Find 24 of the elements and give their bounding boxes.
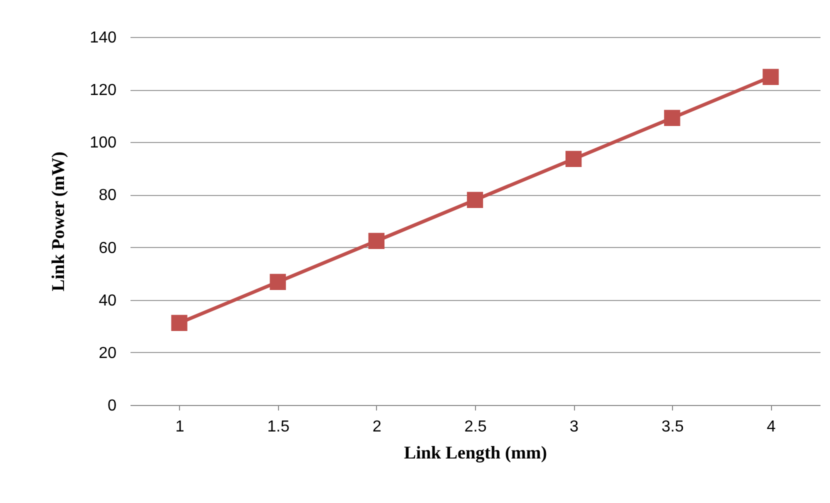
x-tick-label: 2.5 xyxy=(464,418,487,436)
x-axis-title: Link Length (mm) xyxy=(404,442,548,462)
x-tick-label: 1 xyxy=(175,418,184,436)
x-tick-label: 1.5 xyxy=(267,418,290,436)
y-tick-label: 120 xyxy=(90,82,117,100)
x-tick-label: 4 xyxy=(766,418,776,436)
x-tick-label: 3 xyxy=(570,418,579,436)
point xyxy=(368,232,384,250)
point xyxy=(466,192,484,208)
y-tick-label: 140 xyxy=(90,30,117,46)
point xyxy=(270,274,286,290)
point xyxy=(762,68,779,86)
point xyxy=(566,150,582,168)
point xyxy=(664,110,680,126)
y-tick-label: 100 xyxy=(90,134,117,152)
y-tick-label: 40 xyxy=(98,292,117,310)
x-tick-label: 3.5 xyxy=(662,418,684,436)
y-tick-label: 80 xyxy=(98,187,117,204)
x-tick-label: 2 xyxy=(372,418,382,436)
y-tick-label: 60 xyxy=(98,240,117,257)
y-tick-label: 0 xyxy=(108,398,117,414)
y-axis-title: Link Power (mW) xyxy=(48,152,68,292)
point xyxy=(171,314,188,332)
y-tick-label: 20 xyxy=(98,344,117,362)
